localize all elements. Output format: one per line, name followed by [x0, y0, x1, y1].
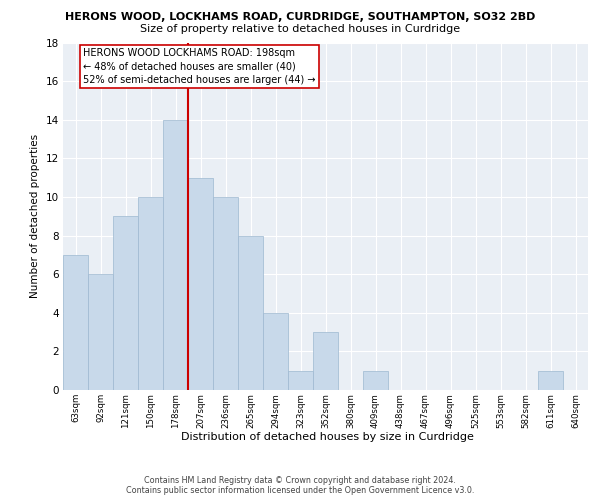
Y-axis label: Number of detached properties: Number of detached properties — [30, 134, 40, 298]
Text: Distribution of detached houses by size in Curdridge: Distribution of detached houses by size … — [181, 432, 473, 442]
Bar — [63, 255, 88, 390]
Text: Size of property relative to detached houses in Curdridge: Size of property relative to detached ho… — [140, 24, 460, 34]
Bar — [138, 197, 163, 390]
Bar — [88, 274, 113, 390]
Bar — [238, 236, 263, 390]
Bar — [288, 370, 313, 390]
Text: Contains public sector information licensed under the Open Government Licence v3: Contains public sector information licen… — [126, 486, 474, 495]
Text: HERONS WOOD, LOCKHAMS ROAD, CURDRIDGE, SOUTHAMPTON, SO32 2BD: HERONS WOOD, LOCKHAMS ROAD, CURDRIDGE, S… — [65, 12, 535, 22]
Text: HERONS WOOD LOCKHAMS ROAD: 198sqm
← 48% of detached houses are smaller (40)
52% : HERONS WOOD LOCKHAMS ROAD: 198sqm ← 48% … — [83, 48, 316, 84]
Bar — [263, 313, 288, 390]
Bar — [213, 197, 238, 390]
Bar — [538, 370, 563, 390]
Bar — [313, 332, 338, 390]
Bar — [363, 370, 388, 390]
Bar — [163, 120, 188, 390]
Bar — [188, 178, 213, 390]
Text: Contains HM Land Registry data © Crown copyright and database right 2024.: Contains HM Land Registry data © Crown c… — [144, 476, 456, 485]
Bar — [113, 216, 138, 390]
